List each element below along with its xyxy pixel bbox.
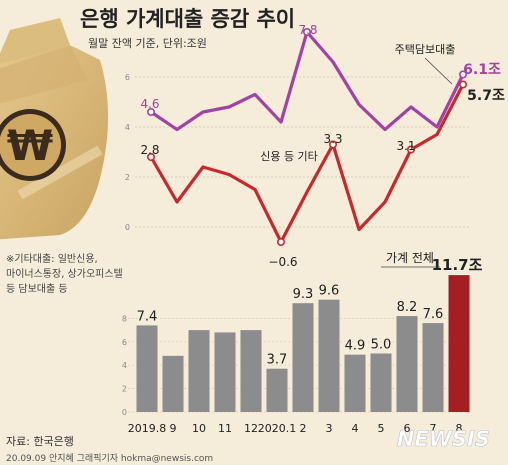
line-series-credit — [149, 83, 465, 244]
line-y-tick-label: 6 — [125, 73, 130, 82]
x-tick-label: 12 — [244, 422, 258, 435]
mortgage-legend-box — [385, 40, 465, 58]
bar-chart-title: 가계 전체 — [386, 251, 434, 265]
line-data-label: 7.8 — [298, 23, 317, 37]
line-point-marker — [328, 140, 337, 149]
mortgage-leader-line — [424, 57, 453, 85]
bar-y-tick-label: 6 — [122, 338, 127, 347]
bar-y-tick-label: 2 — [122, 385, 127, 394]
line-y-tick-label: 4 — [125, 123, 130, 132]
x-tick-label: 2 — [300, 422, 307, 435]
bar — [422, 323, 444, 412]
credit-series-label: 신용 등 기타 — [260, 150, 318, 163]
x-tick-label: 5 — [378, 422, 385, 435]
line-point-marker — [458, 70, 467, 79]
line-point-marker — [458, 80, 467, 89]
credit-text: 20.09.09 안지혜 그래픽기자 hokma@newsis.com — [6, 452, 213, 464]
bar-y-tick-label: 0 — [122, 408, 127, 417]
source-text: 자료: 한국은행 — [6, 435, 74, 448]
note-line-2: 마이너스통장, 상가오피스텔 — [6, 268, 123, 280]
bar — [396, 316, 418, 412]
note-line-1: ※기타대출: 일반신용, — [6, 253, 98, 265]
bar-value-label: 11.7조 — [432, 256, 483, 274]
bar-value-label: 5.0 — [371, 338, 392, 353]
bar — [266, 368, 288, 412]
bar-value-label: 9.6 — [319, 284, 340, 299]
x-tick-label: 10 — [192, 422, 206, 435]
bar — [162, 355, 184, 412]
bar — [370, 353, 392, 412]
mortgage-series-label: 주택담보대출 — [395, 43, 456, 56]
page-subtitle: 월말 잔액 기준, 단위:조원 — [88, 37, 207, 50]
bar — [344, 354, 366, 412]
line-data-label: 3.3 — [323, 132, 342, 146]
x-tick-label: 3 — [326, 422, 333, 435]
line-data-label: 4.6 — [140, 97, 159, 111]
line-data-label: 3.1 — [396, 139, 415, 153]
bar-value-label: 4.9 — [345, 339, 366, 354]
line-data-label: 6.1조 — [463, 62, 501, 78]
bar-y-tick-label: 4 — [122, 361, 127, 370]
line-y-tick-label: 0 — [125, 223, 130, 232]
bar — [188, 330, 210, 412]
line-chart-grid: 0 2 4 6 — [125, 73, 470, 232]
bar-value-label: 9.3 — [293, 287, 314, 302]
line-point-marker — [302, 27, 311, 36]
x-tick-label: 2020.1 — [258, 422, 297, 435]
bar — [240, 330, 262, 412]
note-line-3: 등 담보대출 등 — [6, 283, 68, 295]
line-data-label: 2.8 — [140, 143, 159, 157]
bar-y-tick-label: 8 — [122, 314, 127, 323]
bar-value-label: 7.6 — [423, 307, 444, 322]
x-tick-label: 7 — [430, 422, 437, 435]
bar-value-label: 7.4 — [137, 309, 158, 324]
bar-value-label: 8.2 — [397, 300, 418, 315]
bar-value-label: 3.7 — [267, 353, 288, 368]
line-data-label: −0.6 — [268, 255, 297, 269]
bar-chart-bars: 2019.8 7.4 9 10 11 12 2020.1 3.7 2 9.3 3 9.6 4 4.9 5 5.… — [128, 251, 483, 435]
line-point-marker — [147, 153, 156, 162]
money-bag-icon: ₩ — [0, 18, 109, 240]
line-data-label: 5.7조 — [467, 88, 505, 104]
line-point-marker — [147, 108, 156, 117]
x-tick-label: 6 — [404, 422, 411, 435]
x-tick-label: 9 — [170, 422, 177, 435]
bar — [318, 299, 340, 412]
x-tick-label: 11 — [218, 422, 232, 435]
line-y-tick-label: 2 — [125, 173, 130, 182]
bar — [136, 325, 158, 412]
line-point-marker — [276, 238, 285, 247]
line-point-marker — [406, 145, 415, 154]
newsis-logo: NEWSIS — [397, 427, 490, 451]
x-tick-label: 8 — [456, 422, 463, 435]
bar — [292, 303, 314, 412]
bar — [448, 275, 470, 412]
x-tick-label: 2019.8 — [128, 422, 167, 435]
x-tick-label: 4 — [352, 422, 359, 435]
bar — [214, 332, 236, 412]
page-title: 은행 가계대출 증감 추이 — [80, 7, 295, 31]
won-symbol-icon: ₩ — [7, 121, 53, 170]
